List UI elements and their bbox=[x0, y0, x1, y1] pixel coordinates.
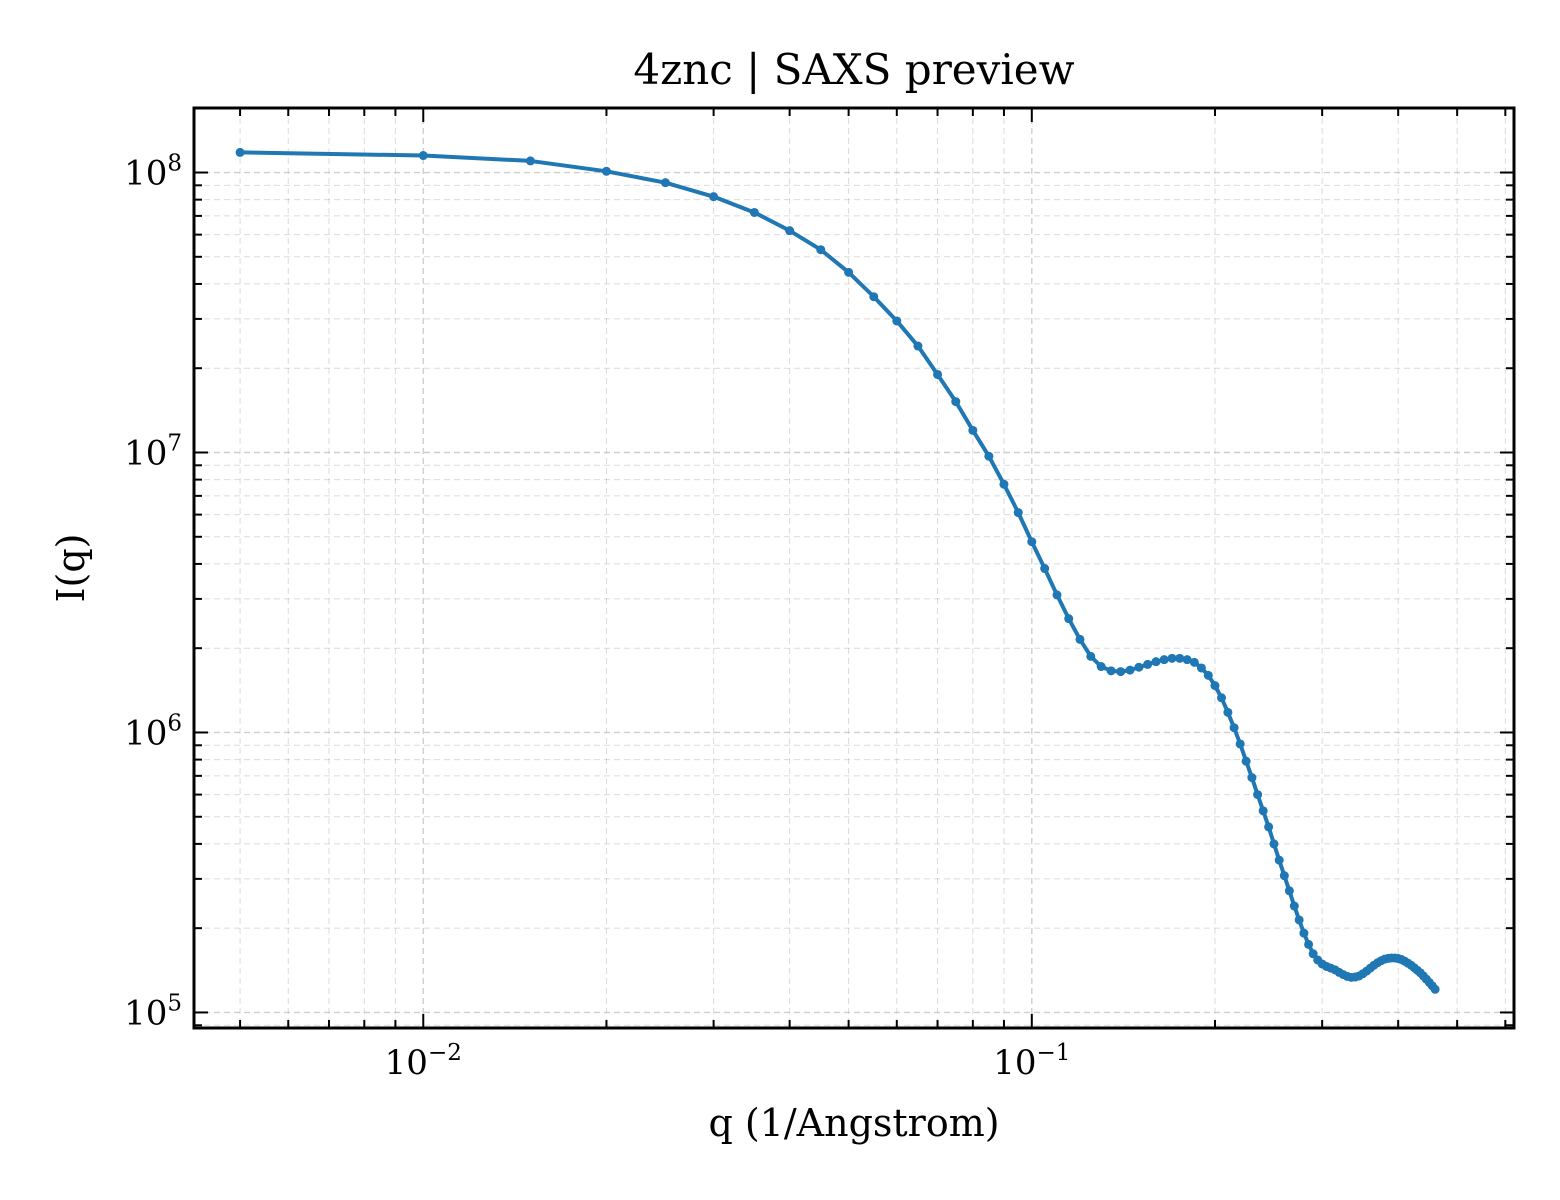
data-point bbox=[1229, 723, 1239, 733]
data-point bbox=[1167, 653, 1177, 663]
data-point bbox=[1052, 590, 1062, 600]
x-tick-label-base: 10 bbox=[993, 1043, 1036, 1083]
data-point bbox=[418, 151, 428, 161]
data-point bbox=[999, 479, 1009, 489]
y-axis-label: I(q) bbox=[49, 534, 93, 603]
x-tick-label-exponent: −2 bbox=[428, 1040, 462, 1066]
data-point bbox=[1151, 657, 1161, 667]
x-tick-label: 10−1 bbox=[993, 1040, 1070, 1083]
data-point bbox=[984, 451, 994, 461]
y-tick-label-exponent: 7 bbox=[167, 430, 182, 456]
data-point bbox=[1217, 693, 1227, 703]
data-point bbox=[1143, 659, 1153, 669]
data-point bbox=[951, 397, 961, 407]
y-tick-label-base: 10 bbox=[124, 713, 167, 753]
y-tick-label: 106 bbox=[124, 710, 182, 753]
data-point bbox=[892, 316, 902, 326]
y-tick-label-exponent: 8 bbox=[167, 151, 182, 177]
data-point bbox=[1304, 939, 1314, 949]
data-point bbox=[1258, 806, 1268, 816]
data-point bbox=[709, 192, 719, 202]
data-point bbox=[1241, 756, 1251, 766]
data-point bbox=[1308, 949, 1318, 959]
data-point bbox=[1210, 681, 1220, 691]
data-point bbox=[1189, 657, 1199, 667]
data-point bbox=[1134, 662, 1144, 672]
data-point bbox=[1175, 653, 1185, 663]
data-point bbox=[1279, 871, 1289, 881]
data-point bbox=[525, 156, 535, 166]
data-point bbox=[1116, 667, 1126, 677]
data-point bbox=[1125, 665, 1135, 675]
data-point bbox=[1096, 662, 1106, 672]
y-tick-label-base: 10 bbox=[124, 154, 167, 194]
data-point bbox=[1430, 984, 1440, 994]
ticks bbox=[194, 108, 1514, 1028]
x-tick-label-base: 10 bbox=[385, 1043, 428, 1083]
data-point bbox=[1013, 508, 1023, 518]
data-point bbox=[844, 267, 854, 277]
data-point bbox=[1247, 773, 1257, 783]
data-point bbox=[816, 245, 826, 255]
data-point bbox=[1064, 614, 1074, 624]
data-point bbox=[1223, 707, 1233, 717]
series-line-group bbox=[235, 147, 1440, 994]
data-point bbox=[1269, 839, 1279, 849]
data-point bbox=[660, 178, 670, 188]
data-point bbox=[601, 166, 611, 176]
data-point bbox=[913, 341, 923, 351]
chart-title: 4znc | SAXS preview bbox=[633, 45, 1074, 94]
data-point bbox=[1159, 655, 1169, 665]
gridlines bbox=[194, 108, 1514, 1028]
data-point bbox=[749, 207, 759, 217]
data-point bbox=[235, 147, 245, 157]
data-point bbox=[1289, 901, 1299, 911]
data-point bbox=[1182, 655, 1192, 665]
data-point bbox=[1274, 855, 1284, 865]
data-point bbox=[1253, 790, 1263, 800]
data-point bbox=[1196, 663, 1206, 673]
data-point bbox=[1027, 537, 1037, 547]
y-tick-label: 108 bbox=[124, 151, 182, 194]
data-point bbox=[1299, 928, 1309, 938]
data-point bbox=[1235, 739, 1245, 749]
y-tick-label-exponent: 5 bbox=[167, 990, 182, 1016]
x-axis-label: q (1/Angstrom) bbox=[708, 1101, 999, 1145]
y-tick-label: 105 bbox=[124, 990, 182, 1033]
x-tick-label-exponent: −1 bbox=[1036, 1040, 1070, 1066]
data-point bbox=[1040, 564, 1050, 574]
y-tick-label-base: 10 bbox=[124, 433, 167, 473]
data-point bbox=[968, 425, 978, 435]
data-point bbox=[1086, 651, 1096, 661]
y-tick-label-exponent: 6 bbox=[167, 710, 182, 736]
data-point bbox=[1294, 915, 1304, 925]
data-point bbox=[1264, 822, 1274, 832]
data-point bbox=[869, 292, 879, 302]
data-point bbox=[1075, 634, 1085, 644]
y-tick-label: 107 bbox=[124, 430, 182, 473]
plot-frame bbox=[192, 106, 1516, 1030]
data-point bbox=[1203, 670, 1213, 680]
data-point bbox=[933, 369, 943, 379]
data-point bbox=[1284, 886, 1294, 896]
y-tick-label-base: 10 bbox=[124, 993, 167, 1033]
series-line bbox=[238, 150, 1438, 992]
data-point bbox=[785, 226, 795, 236]
x-tick-label: 10−2 bbox=[385, 1040, 462, 1083]
data-point bbox=[1106, 666, 1116, 676]
